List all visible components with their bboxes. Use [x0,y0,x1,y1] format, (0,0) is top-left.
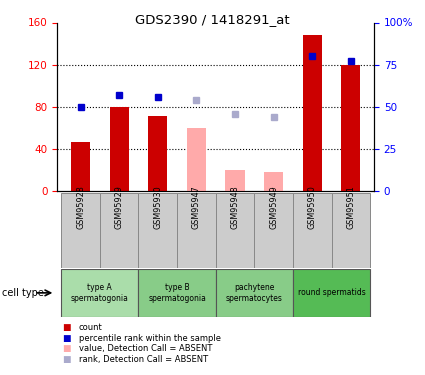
Bar [264,172,283,191]
Text: rank, Detection Call = ABSENT: rank, Detection Call = ABSENT [79,355,208,364]
Text: ■: ■ [62,334,70,343]
Text: ■: ■ [62,344,70,353]
Text: GSM95928: GSM95928 [76,185,85,229]
Text: GSM95948: GSM95948 [230,186,240,229]
Text: GSM95950: GSM95950 [308,185,317,229]
Text: GSM95951: GSM95951 [346,185,355,229]
Bar [254,193,293,268]
Bar [100,193,139,268]
Text: type A
spermatogonia: type A spermatogonia [71,283,129,303]
Bar [187,128,206,191]
Bar [148,116,167,191]
Bar [332,193,370,268]
Text: ■: ■ [62,355,70,364]
Text: GSM95929: GSM95929 [115,185,124,229]
Text: percentile rank within the sample: percentile rank within the sample [79,334,221,343]
Text: ■: ■ [62,323,70,332]
Bar [216,269,293,317]
Bar [61,269,139,317]
Text: type B
spermatogonia: type B spermatogonia [148,283,206,303]
Bar [293,269,370,317]
Text: count: count [79,323,102,332]
Bar [177,193,216,268]
Bar [225,170,245,191]
Bar [110,107,129,191]
Text: cell type: cell type [2,288,44,298]
Bar [303,35,322,191]
Bar [71,142,90,191]
Text: GDS2390 / 1418291_at: GDS2390 / 1418291_at [135,13,290,26]
Text: round spermatids: round spermatids [298,288,366,297]
Text: GSM95949: GSM95949 [269,185,278,229]
Text: pachytene
spermatocytes: pachytene spermatocytes [226,283,283,303]
Bar [61,193,100,268]
Text: GSM95930: GSM95930 [153,186,162,229]
Bar [216,193,254,268]
Bar [341,64,360,191]
Text: value, Detection Call = ABSENT: value, Detection Call = ABSENT [79,344,212,353]
Bar [139,193,177,268]
Bar [139,269,216,317]
Text: GSM95947: GSM95947 [192,185,201,229]
Bar [293,193,332,268]
